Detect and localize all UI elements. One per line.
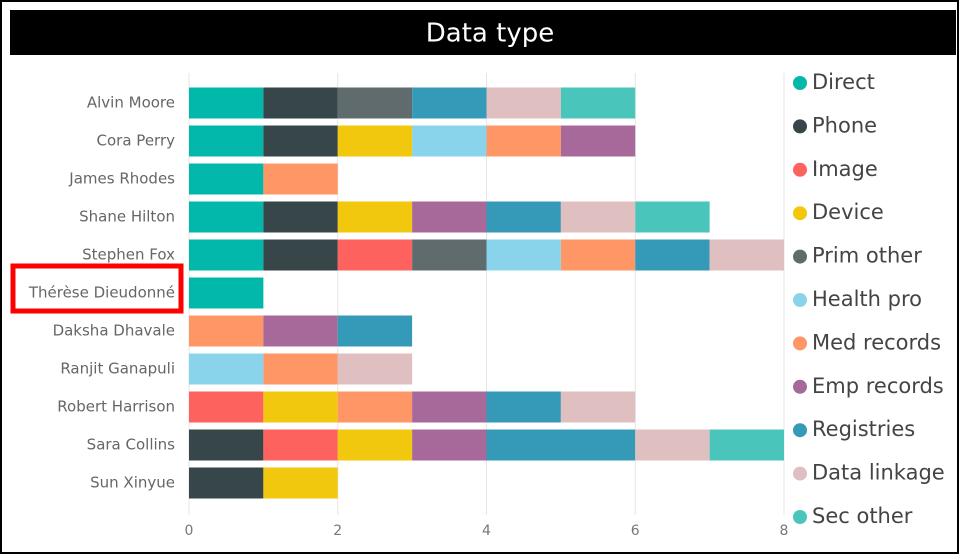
bar-segment <box>709 239 784 271</box>
bar-segment <box>560 201 636 233</box>
legend-label: Emp records <box>812 374 944 398</box>
bar-segment <box>560 87 636 119</box>
bar-segment <box>189 125 264 157</box>
bar-segment <box>189 163 264 195</box>
bar-segment <box>263 87 338 119</box>
legend-marker <box>793 423 807 438</box>
bar-segment <box>486 391 561 423</box>
bar-segment <box>635 429 710 461</box>
legend-label: Data linkage <box>812 461 945 485</box>
bar-segment <box>412 391 487 423</box>
legend-label: Image <box>812 157 878 181</box>
legend-label: Direct <box>812 70 875 94</box>
bar-segment <box>635 201 710 233</box>
x-tick-label: 8 <box>780 523 789 539</box>
bar-segment <box>263 239 338 271</box>
y-tick-label: Shane Hilton <box>79 208 175 226</box>
x-tick-label: 4 <box>482 523 491 539</box>
legend-marker <box>793 379 807 394</box>
legend-label: Device <box>812 200 884 224</box>
bar-segment <box>263 353 338 385</box>
bar-segment <box>486 429 636 461</box>
legend-marker <box>793 162 807 177</box>
bar-segment <box>263 201 338 233</box>
legend-label: Registries <box>812 417 915 441</box>
y-tick-label: Cora Perry <box>97 132 176 150</box>
legend-marker <box>793 76 807 90</box>
bar-segment <box>189 353 264 385</box>
bar-segment <box>189 239 264 271</box>
y-tick-label: Daksha Dhavale <box>53 322 175 340</box>
bar-segment <box>189 315 264 347</box>
bar-segment <box>337 239 413 271</box>
legend-label: Med records <box>812 330 941 354</box>
bar-segment <box>263 315 338 347</box>
legend-marker <box>793 466 807 481</box>
bar-segment <box>337 125 413 157</box>
bar-segment <box>560 125 636 157</box>
legend-marker <box>793 206 807 221</box>
bar-segment <box>263 163 338 195</box>
bar-segment <box>189 87 264 119</box>
y-tick-label: Robert Harrison <box>57 398 175 416</box>
bar-segment <box>412 429 487 461</box>
bar-segment <box>189 391 264 423</box>
y-tick-label: Thérèse Dieudonné <box>28 284 175 302</box>
legend-marker <box>793 336 807 351</box>
bar-segment <box>263 429 338 461</box>
bar-segment <box>189 429 264 461</box>
bar-segment <box>189 467 264 499</box>
bar-segment <box>263 467 338 499</box>
bar-segment <box>263 125 338 157</box>
highlight-box <box>10 263 184 314</box>
x-tick-label: 2 <box>333 523 342 539</box>
y-tick-label: Sun Xinyue <box>90 474 175 492</box>
legend-marker <box>793 293 807 307</box>
bar-segment <box>189 201 264 233</box>
legend-label: Sec other <box>812 504 913 528</box>
y-tick-label: Ranjit Ganapuli <box>60 360 175 378</box>
bar-segment <box>263 391 338 423</box>
bar-segment <box>337 353 413 385</box>
y-tick-label: Alvin Moore <box>87 94 175 112</box>
bar-segment <box>337 87 413 119</box>
bar-segment <box>486 239 561 271</box>
chart-title: Data type <box>426 19 554 49</box>
legend-label: Prim other <box>812 244 922 268</box>
y-tick-label: Sara Collins <box>87 436 176 454</box>
bar-segment <box>337 391 413 423</box>
bar-segment <box>486 125 561 157</box>
bar-segment <box>189 277 264 309</box>
title-bar <box>10 10 956 55</box>
bar-segment <box>486 201 561 233</box>
legend-label: Phone <box>812 113 877 137</box>
bar-segment <box>337 201 413 233</box>
bar-segment <box>337 315 413 347</box>
bar-segment <box>412 201 487 233</box>
legend-marker <box>793 249 807 264</box>
y-tick-label: James Rhodes <box>68 170 175 188</box>
legend-label: Health pro <box>812 287 922 311</box>
legend-marker <box>793 119 807 134</box>
bar-segment <box>412 125 487 157</box>
bar-segment <box>560 391 636 423</box>
bar-segment <box>337 429 413 461</box>
bar-segment <box>560 239 636 271</box>
bar-segment <box>412 239 487 271</box>
x-tick-label: 0 <box>185 523 194 539</box>
x-tick-label: 6 <box>631 523 640 539</box>
bar-segment <box>412 87 487 119</box>
y-tick-label: Stephen Fox <box>82 246 175 264</box>
bar-segment <box>635 239 710 271</box>
bar-segment <box>486 87 561 119</box>
legend-marker <box>793 510 807 524</box>
bar-segment <box>709 429 784 461</box>
